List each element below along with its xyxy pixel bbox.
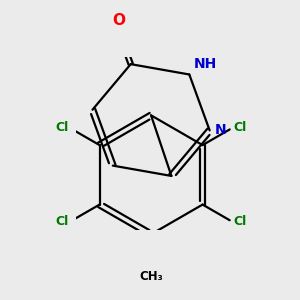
Text: Cl: Cl <box>234 215 247 228</box>
Text: NH: NH <box>194 57 217 71</box>
Text: Cl: Cl <box>234 122 247 134</box>
Text: O: O <box>112 13 125 28</box>
Text: Cl: Cl <box>55 215 68 228</box>
Text: N: N <box>214 123 226 137</box>
Text: CH₃: CH₃ <box>139 270 163 283</box>
Text: Cl: Cl <box>55 122 68 134</box>
